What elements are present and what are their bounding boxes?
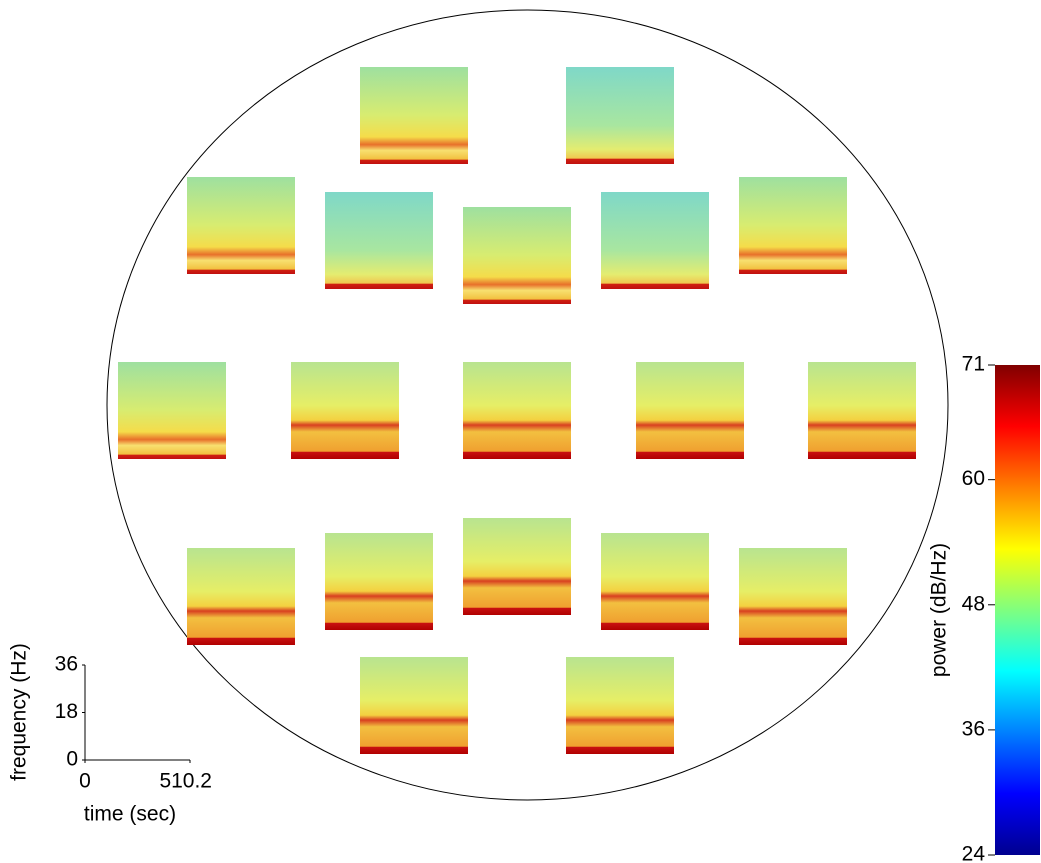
y-tick-label: 36 [55,653,78,676]
head-outline [106,9,949,801]
spectrogram [360,657,468,754]
y-tick-label: 0 [66,748,78,771]
spectrogram [566,657,674,754]
y-tick-label: 18 [55,700,78,723]
spectrogram [636,362,744,459]
y-axis-label: frequency (Hz) [8,643,31,781]
colorbar-tick-label: 60 [962,467,985,490]
colorbar-tick-label: 48 [962,592,985,615]
spectrogram [566,67,674,164]
spectrogram [325,192,433,289]
spectrogram [601,192,709,289]
x-axis-label: time (sec) [84,803,176,826]
x-tick-label: 510.2 [159,770,212,793]
colorbar-label: power (dB/Hz) [928,543,951,677]
spectrogram [118,362,226,459]
spectrogram [325,533,433,630]
spectrogram [360,67,468,164]
colorbar-tick-label: 36 [962,717,985,740]
colorbar-tick-label: 24 [962,843,986,863]
spectrogram [463,362,571,459]
spectrogram-panels [118,67,916,754]
spectrogram [739,177,847,274]
colorbar [995,365,1040,855]
spectrogram [187,177,295,274]
x-tick-label: 0 [79,770,91,793]
spectrogram [601,533,709,630]
spectrogram [463,207,571,304]
spectrogram [808,362,916,459]
scale-axes: frequency (Hz) time (sec) 0 18 36 0 510.2 [8,643,212,825]
spectrogram [187,548,295,645]
spectrogram [291,362,399,459]
spectrogram [463,518,571,615]
colorbar-tick-label: 71 [962,353,985,376]
spectrogram [739,548,847,645]
